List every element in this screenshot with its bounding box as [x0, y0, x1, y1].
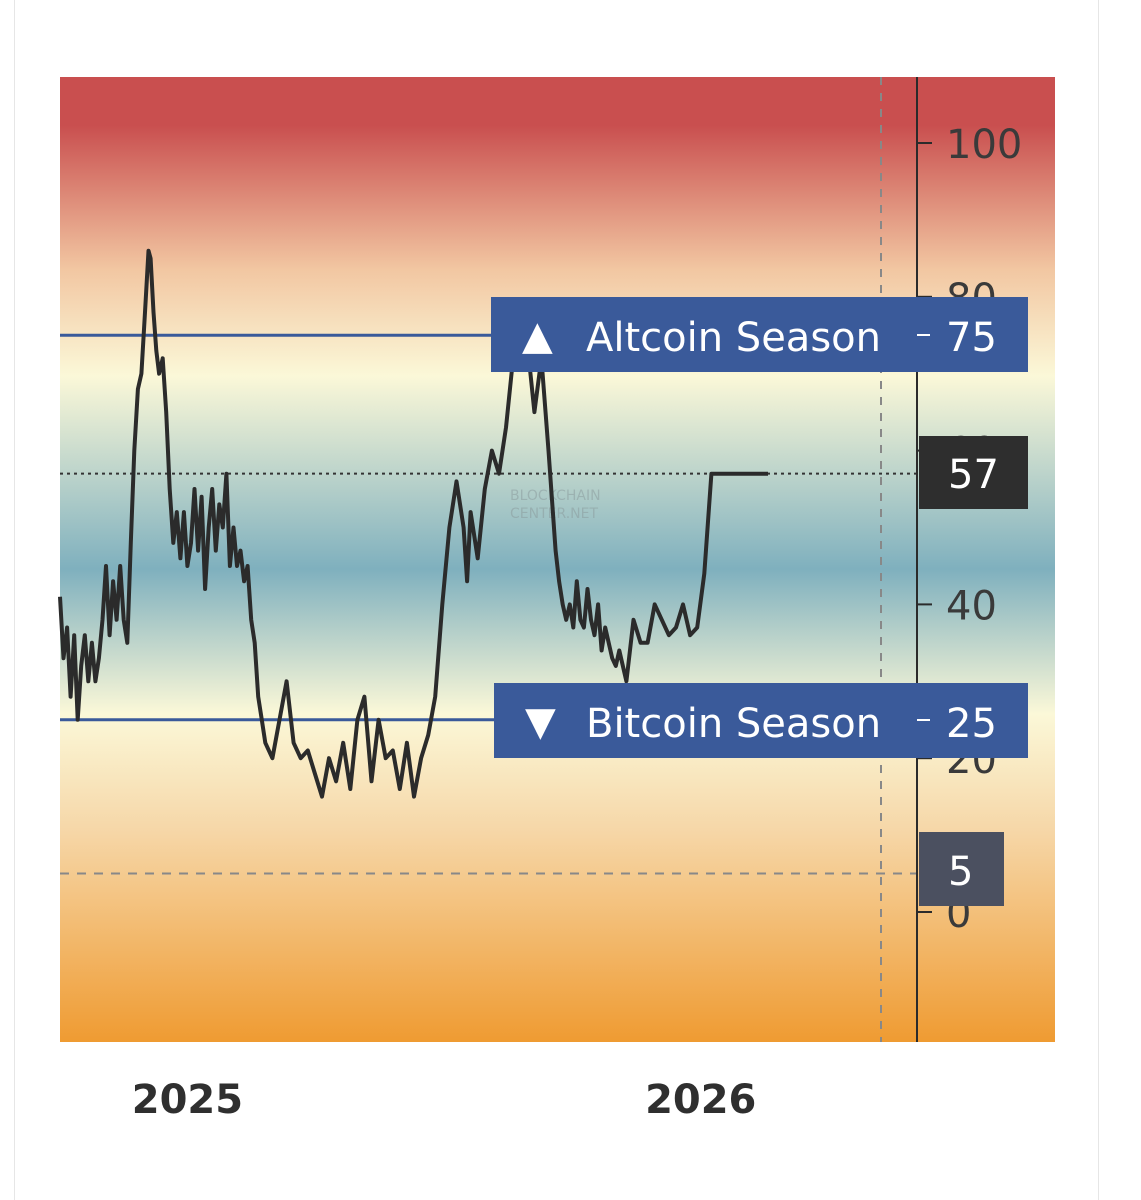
- triangle-up-icon: ▲: [522, 313, 553, 359]
- triangle-down-icon: ▼: [525, 699, 556, 745]
- x-tick-label-2026: 2026: [645, 1077, 756, 1123]
- altcoin-season-tag[interactable]: ▲ Altcoin Season 75: [491, 297, 1028, 372]
- current-value-tag: 57: [919, 436, 1028, 509]
- y-tick-label-100: 100: [946, 122, 1022, 168]
- bitcoin-season-tag[interactable]: ▼ Bitcoin Season 25: [494, 683, 1028, 758]
- current-value-box: [919, 436, 1028, 509]
- bitcoin-season-box: [494, 683, 1028, 758]
- x-tick-label-2025: 2025: [132, 1077, 243, 1123]
- current-value-label: 57: [948, 452, 999, 498]
- floor-value-tag: 5: [919, 832, 1004, 906]
- frame-left-line: [14, 0, 15, 1200]
- floor-value-label: 5: [948, 849, 973, 895]
- watermark-line-1: BLOCKCHAIN: [510, 488, 601, 504]
- bitcoin-season-value: 25: [946, 701, 997, 747]
- bitcoin-season-label: Bitcoin Season: [586, 701, 881, 747]
- frame-right-line: [1098, 0, 1099, 1200]
- altcoin-season-label: Altcoin Season: [586, 315, 881, 361]
- y-tick-label-40: 40: [946, 583, 997, 629]
- x-axis-ticks: 2025 2026: [132, 1077, 757, 1123]
- altcoin-season-value: 75: [946, 315, 997, 361]
- series-line: [58, 248, 768, 799]
- floor-value-box: [919, 832, 1004, 906]
- altcoin-season-box: [491, 297, 1028, 372]
